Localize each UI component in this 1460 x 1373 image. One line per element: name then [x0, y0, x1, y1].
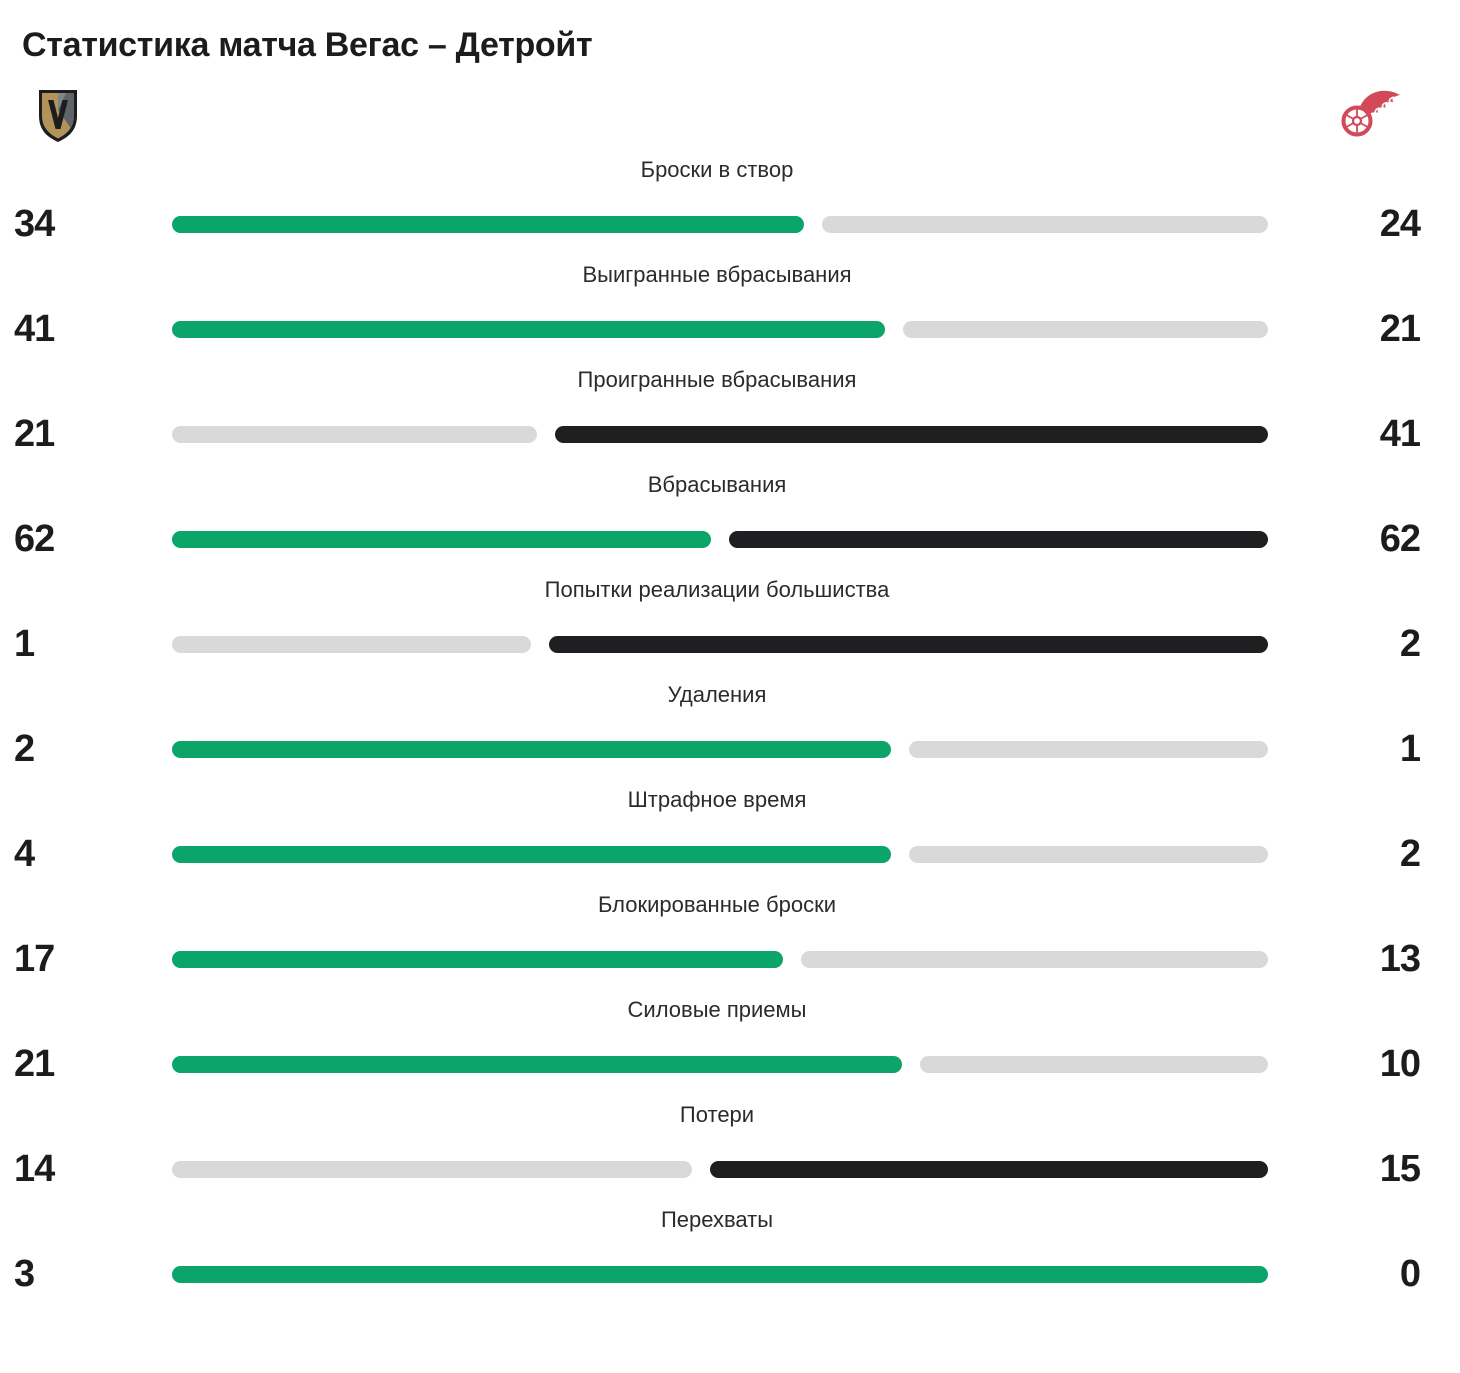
- home-team-value: 4: [14, 833, 35, 875]
- stat-bar-row: 3 0: [14, 1253, 1421, 1296]
- stat-label: Вбрасывания: [647, 472, 787, 497]
- away-bar-segment: [549, 636, 1268, 653]
- away-team-value: 0: [1399, 1253, 1421, 1295]
- home-bar-segment: [172, 1161, 693, 1178]
- stat-label: Проигранные вбрасывания: [577, 367, 857, 392]
- stat-label: Попытки реализации большиства: [544, 577, 890, 602]
- team-logos-row: [36, 87, 1406, 145]
- stat-comparison-bar: [172, 216, 1268, 233]
- stat-comparison-bar: [172, 846, 1268, 863]
- stat-row: Попытки реализации большиства 1 2: [14, 571, 1421, 676]
- stat-bar-row: 14 15: [14, 1148, 1421, 1191]
- stat-label: Потери: [679, 1102, 755, 1127]
- home-bar-segment: [172, 426, 538, 443]
- stat-row: Броски в створ 34 24: [14, 151, 1421, 256]
- home-bar-segment: [172, 846, 891, 863]
- stat-label: Блокированные броски: [597, 892, 836, 917]
- home-team-value: 14: [14, 1148, 55, 1190]
- away-team-value: 15: [1379, 1148, 1421, 1190]
- stat-label: Выигранные вбрасывания: [582, 262, 852, 287]
- home-bar-segment: [172, 1266, 1268, 1283]
- away-bar-segment: [729, 531, 1268, 548]
- home-team-value: 21: [14, 413, 55, 455]
- stat-row: Силовые приемы 21 10: [14, 991, 1421, 1096]
- stat-label: Броски в створ: [640, 157, 794, 182]
- stat-bar-row: 2 1: [14, 728, 1421, 771]
- home-team-value: 1: [14, 623, 35, 665]
- stat-comparison-bar: [172, 1056, 1268, 1073]
- away-team-value: 1: [1399, 728, 1421, 770]
- stat-comparison-bar: [172, 1266, 1268, 1283]
- stat-label: Силовые приемы: [627, 997, 807, 1022]
- home-team-value: 3: [14, 1253, 35, 1295]
- stat-comparison-bar: [172, 951, 1268, 968]
- home-team-value: 34: [14, 203, 55, 245]
- stat-row: Потери 14 15: [14, 1096, 1421, 1201]
- vegas-golden-knights-logo: [36, 87, 80, 145]
- stat-comparison-bar: [172, 636, 1268, 653]
- detroit-red-wings-logo: [1340, 87, 1406, 139]
- page-title: Статистика матча Вегас – Детройт: [22, 26, 593, 64]
- stat-bar-row: 41 21: [14, 308, 1421, 351]
- stat-bar-row: 1 2: [14, 623, 1421, 666]
- away-bar-segment: [908, 846, 1268, 863]
- away-team-value: 13: [1379, 938, 1421, 980]
- stat-row: Штрафное время 4 2: [14, 781, 1421, 886]
- stat-comparison-bar: [172, 426, 1268, 443]
- away-team-value: 2: [1399, 623, 1421, 665]
- home-team-value: 41: [14, 308, 55, 350]
- away-bar-segment: [902, 321, 1268, 338]
- home-bar-segment: [172, 216, 804, 233]
- stat-row: Проигранные вбрасывания 21 41: [14, 361, 1421, 466]
- stat-bar-row: 21 41: [14, 413, 1421, 456]
- home-bar-segment: [172, 951, 783, 968]
- home-team-value: 21: [14, 1043, 55, 1085]
- match-stats-panel: Статистика матча Вегас – Детройт: [14, 26, 1421, 1306]
- home-bar-segment: [172, 531, 711, 548]
- stat-bar-row: 34 24: [14, 203, 1421, 246]
- away-team-value: 41: [1379, 413, 1421, 455]
- home-team-value: 62: [14, 518, 55, 560]
- stat-bar-row: 4 2: [14, 833, 1421, 876]
- stat-label: Перехваты: [660, 1207, 774, 1232]
- away-team-value: 10: [1379, 1043, 1421, 1085]
- stat-row: Блокированные броски 17 13: [14, 886, 1421, 991]
- home-bar-segment: [172, 636, 532, 653]
- away-team-value: 21: [1379, 308, 1421, 350]
- stat-bar-row: 62 62: [14, 518, 1421, 561]
- away-bar-segment: [710, 1161, 1268, 1178]
- home-bar-segment: [172, 741, 891, 758]
- stat-row: Выигранные вбрасывания 41 21: [14, 256, 1421, 361]
- away-team-value: 24: [1379, 203, 1421, 245]
- home-bar-segment: [172, 321, 885, 338]
- stat-bar-row: 17 13: [14, 938, 1421, 981]
- stat-comparison-bar: [172, 321, 1268, 338]
- away-bar-segment: [555, 426, 1268, 443]
- stat-label: Штрафное время: [627, 787, 807, 812]
- away-bar-segment: [800, 951, 1268, 968]
- stat-comparison-bar: [172, 1161, 1268, 1178]
- away-team-value: 62: [1379, 518, 1421, 560]
- away-bar-segment: [908, 741, 1268, 758]
- stat-bar-row: 21 10: [14, 1043, 1421, 1086]
- home-bar-segment: [172, 1056, 903, 1073]
- home-team-value: 2: [14, 728, 35, 770]
- stat-comparison-bar: [172, 531, 1268, 548]
- stats-list: Броски в створ 34 24 Выигранные вбрасыва…: [14, 151, 1421, 1306]
- away-team-value: 2: [1399, 833, 1421, 875]
- stat-row: Удаления 2 1: [14, 676, 1421, 781]
- stat-label: Удаления: [667, 682, 767, 707]
- home-team-value: 17: [14, 938, 55, 980]
- stat-row: Вбрасывания 62 62: [14, 466, 1421, 571]
- stat-row: Перехваты 3 0: [14, 1201, 1421, 1306]
- stat-comparison-bar: [172, 741, 1268, 758]
- away-bar-segment: [821, 216, 1268, 233]
- away-bar-segment: [920, 1056, 1268, 1073]
